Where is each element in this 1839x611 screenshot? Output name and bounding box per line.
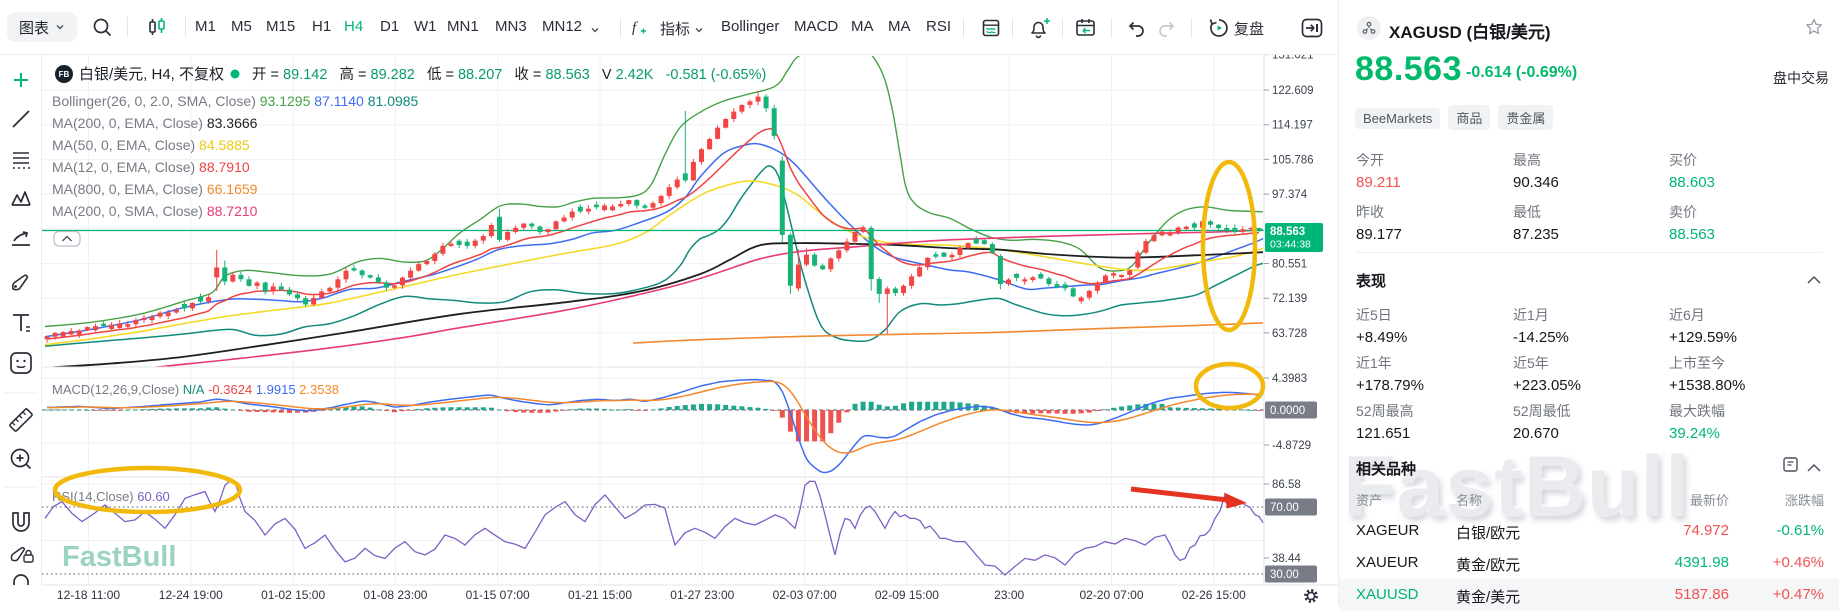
svg-text:97.374: 97.374 — [1272, 189, 1308, 201]
svg-text:122.609: 122.609 — [1272, 85, 1314, 97]
svg-text:4.3983: 4.3983 — [1272, 373, 1307, 385]
svg-text:23:00: 23:00 — [994, 588, 1024, 602]
svg-text:114.197: 114.197 — [1272, 120, 1313, 132]
svg-text:02-09 15:00: 02-09 15:00 — [875, 588, 939, 602]
svg-text:01-08 23:00: 01-08 23:00 — [363, 588, 427, 602]
svg-text:02-03 07:00: 02-03 07:00 — [773, 588, 837, 602]
svg-text:70.00: 70.00 — [1270, 502, 1299, 514]
svg-text:-4.8729: -4.8729 — [1272, 440, 1311, 452]
svg-text:RSI(14,Close) 60.60: RSI(14,Close) 60.60 — [52, 489, 170, 504]
svg-text:MA(200, 0, EMA, Close) 83.3666: MA(200, 0, EMA, Close) 83.3666 — [52, 115, 258, 131]
svg-text:开 = 89.142 高 = 89.282 低 =: 开 = 89.142 高 = 89.282 低 = 88.207 收 = 88.… — [252, 66, 766, 83]
svg-text:86.58: 86.58 — [1272, 479, 1301, 491]
svg-text:Bollinger(26, 0, 2.0, SMA, Clo: Bollinger(26, 0, 2.0, SMA, Close) 93.129… — [52, 93, 419, 109]
svg-text:30.00: 30.00 — [1270, 569, 1299, 581]
svg-text:01-02 15:00: 01-02 15:00 — [261, 588, 325, 602]
svg-text:02-20 07:00: 02-20 07:00 — [1079, 588, 1143, 602]
svg-text:MA(200, 0, SMA, Close) 88.7210: MA(200, 0, SMA, Close) 88.7210 — [52, 203, 258, 219]
svg-text:MA(12, 0, EMA, Close) 88.7910: MA(12, 0, EMA, Close) 88.7910 — [52, 159, 250, 175]
svg-text:02-26 15:00: 02-26 15:00 — [1182, 588, 1246, 602]
svg-text:03:44:38: 03:44:38 — [1270, 239, 1311, 251]
svg-text:f: f — [632, 20, 638, 36]
svg-text:0.0000: 0.0000 — [1270, 405, 1305, 417]
svg-text:01-21 15:00: 01-21 15:00 — [568, 588, 632, 602]
svg-text:01-15 07:00: 01-15 07:00 — [466, 588, 530, 602]
svg-text:12-18 11:00: 12-18 11:00 — [57, 588, 120, 602]
svg-text:白银/美元, H4, 不复权: 白银/美元, H4, 不复权 — [79, 65, 224, 83]
svg-text:MACD(12,26,9,Close) N/A -0.362: MACD(12,26,9,Close) N/A -0.3624 1.9915 2… — [52, 382, 339, 397]
svg-text:131.021: 131.021 — [1272, 55, 1314, 62]
svg-text:80.551: 80.551 — [1272, 259, 1307, 271]
svg-text:88.563: 88.563 — [1270, 226, 1305, 238]
svg-text:01-27 23:00: 01-27 23:00 — [670, 588, 734, 602]
svg-text:105.786: 105.786 — [1272, 154, 1314, 166]
svg-text:72.139: 72.139 — [1272, 293, 1307, 305]
svg-text:MA(50, 0, EMA, Close) 84.5885: MA(50, 0, EMA, Close) 84.5885 — [52, 137, 250, 153]
svg-text:12-24 19:00: 12-24 19:00 — [159, 588, 223, 602]
svg-text:FB: FB — [59, 70, 70, 79]
svg-text:MA(800, 0, EMA, Close) 66.1659: MA(800, 0, EMA, Close) 66.1659 — [52, 181, 258, 197]
svg-text:63.728: 63.728 — [1272, 328, 1307, 340]
svg-text:38.44: 38.44 — [1272, 553, 1301, 565]
svg-text:FastBull: FastBull — [62, 541, 176, 573]
